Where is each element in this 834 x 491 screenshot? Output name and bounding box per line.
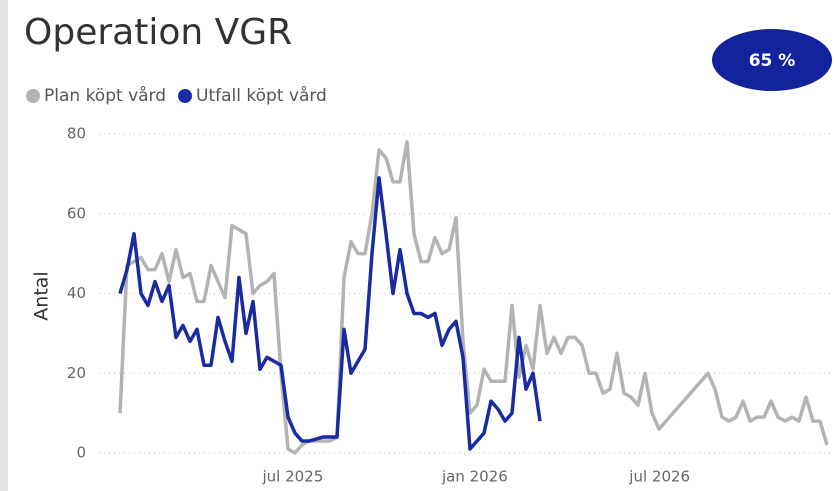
kpi-badge (712, 29, 832, 91)
legend-marker (26, 89, 40, 103)
y-axis-label: Antal (31, 271, 53, 320)
legend-label: Plan köpt vård (44, 85, 166, 106)
x-tick-label: jul 2025 (262, 468, 324, 486)
y-tick-label: 40 (67, 284, 86, 302)
legend-label: Utfall köpt vård (196, 85, 327, 106)
x-tick-label: jul 2026 (628, 468, 690, 486)
y-tick-label: 80 (67, 125, 86, 143)
y-tick-label: 60 (67, 204, 86, 222)
data-line (118, 140, 829, 455)
data-line (118, 176, 542, 451)
y-tick-label: 20 (67, 364, 86, 382)
chart-title: Operation VGR (24, 12, 292, 53)
legend-marker (178, 89, 193, 103)
x-tick-label: jan 2026 (441, 468, 508, 486)
kpi-badge-text: 65 % (749, 51, 796, 71)
y-tick-label: 0 (76, 444, 86, 462)
side-strip (0, 0, 8, 491)
